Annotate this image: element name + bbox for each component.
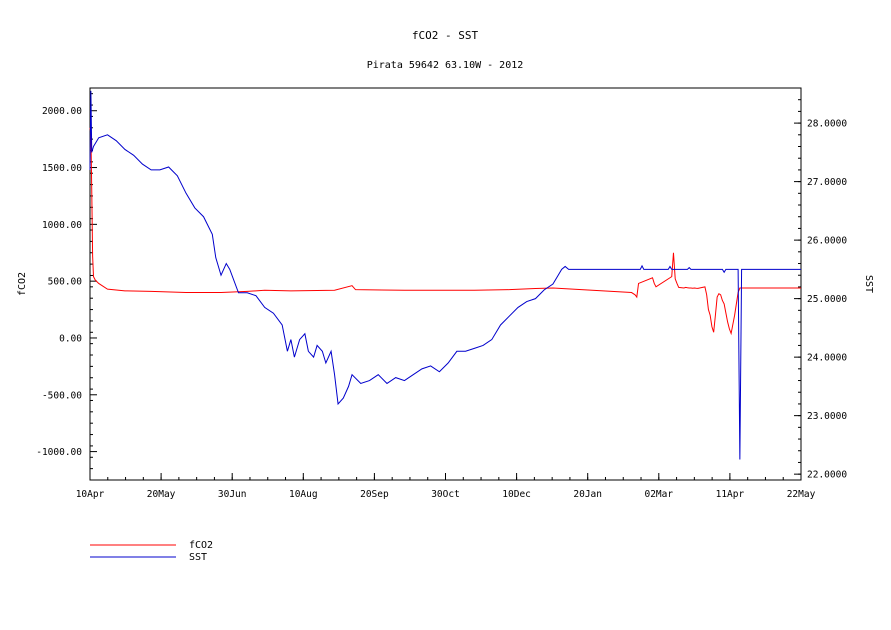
left-tick-label: -1000.00 [36, 447, 82, 458]
x-tick-label: 10Apr [76, 489, 105, 500]
x-tick-label: 20Sep [360, 489, 389, 500]
right-axis-label: SST [863, 275, 874, 293]
left-tick-label: 0.00 [59, 333, 82, 344]
left-axis-label: fCO2 [17, 272, 28, 296]
x-tick-label: 11Apr [716, 489, 745, 500]
right-tick-label: 27.0000 [807, 177, 847, 188]
chart-subtitle: Pirata 59642 63.10W - 2012 [367, 60, 524, 71]
x-tick-label: 30Jun [218, 489, 247, 500]
x-tick-label: 30Oct [431, 489, 460, 500]
legend-label-fco2: fCO2 [189, 540, 213, 551]
right-tick-label: 22.0000 [807, 470, 847, 481]
left-y-axis: -1000.00 -500.00 0.00 500.00 1000.00 1500.00 2… [36, 93, 97, 481]
left-tick-label: -500.00 [42, 390, 82, 401]
right-tick-label: 24.0000 [807, 353, 847, 364]
right-tick-label: 23.0000 [807, 411, 847, 422]
series-layer [89, 90, 801, 460]
legend: fCO2 SST [90, 540, 213, 563]
x-tick-label: 20May [147, 489, 176, 500]
right-tick-label: 25.0000 [807, 294, 847, 305]
series-line-sst [89, 90, 801, 460]
chart-title: fCO2 - SST [412, 29, 479, 42]
series-line-fco2 [89, 127, 801, 336]
x-tick-label: 22May [787, 489, 816, 500]
x-tick-label: 10Aug [289, 489, 318, 500]
right-tick-label: 28.0000 [807, 119, 847, 130]
x-tick-label: 02Mar [644, 489, 673, 500]
legend-label-sst: SST [189, 552, 207, 563]
x-tick-label: 20Jan [573, 489, 602, 500]
x-axis: 10Apr 20May 30Jun 10Aug 20Sep 30Oct 10Dec 20Jan… [76, 473, 816, 500]
x-tick-label: 10Dec [502, 489, 531, 500]
plot-frame [89, 87, 802, 481]
left-tick-label: 2000.00 [42, 106, 82, 117]
right-y-axis: 22.0000 23.0000 24.0000 25.0000 26.0000 27.00… [794, 87, 847, 481]
right-tick-label: 26.0000 [807, 236, 847, 247]
left-tick-label: 1500.00 [42, 163, 82, 174]
left-tick-label: 1000.00 [42, 220, 82, 231]
left-tick-label: 500.00 [48, 277, 83, 288]
